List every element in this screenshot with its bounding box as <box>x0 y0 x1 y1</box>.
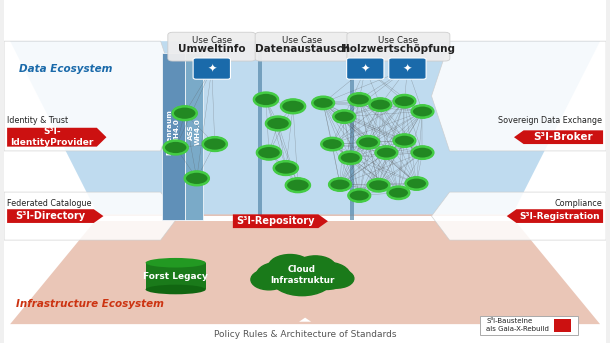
Circle shape <box>393 134 415 147</box>
Circle shape <box>266 117 290 130</box>
Circle shape <box>295 256 336 279</box>
Circle shape <box>348 93 370 106</box>
Circle shape <box>173 106 197 120</box>
Circle shape <box>321 138 343 150</box>
Text: Datenraum
WH4.0: Datenraum WH4.0 <box>167 109 180 155</box>
Circle shape <box>163 141 188 154</box>
Text: Umweltinfo: Umweltinfo <box>178 44 246 54</box>
Circle shape <box>357 136 379 149</box>
Circle shape <box>256 262 302 288</box>
Circle shape <box>251 269 287 290</box>
Text: Data Ecosystem: Data Ecosystem <box>19 63 112 74</box>
Polygon shape <box>7 209 104 223</box>
FancyBboxPatch shape <box>4 0 606 343</box>
Circle shape <box>185 172 209 185</box>
Text: Federated Catalogue: Federated Catalogue <box>7 199 92 208</box>
Circle shape <box>320 269 354 288</box>
Text: Compliance: Compliance <box>554 199 602 208</box>
Circle shape <box>302 262 350 289</box>
Circle shape <box>286 178 310 192</box>
Circle shape <box>257 146 281 159</box>
Text: Forst Legacy: Forst Legacy <box>143 272 208 281</box>
Text: ✦: ✦ <box>207 63 217 74</box>
FancyBboxPatch shape <box>350 48 354 220</box>
FancyBboxPatch shape <box>347 32 450 61</box>
Text: IdentityProvider: IdentityProvider <box>10 138 94 147</box>
Text: S³I-Registration: S³I-Registration <box>520 212 600 221</box>
Circle shape <box>370 98 391 111</box>
Circle shape <box>339 152 361 164</box>
Circle shape <box>271 260 334 296</box>
Circle shape <box>329 178 351 191</box>
Circle shape <box>412 146 433 159</box>
Text: Datenaustausch: Datenaustausch <box>254 44 350 54</box>
Polygon shape <box>4 41 179 151</box>
Text: Identity & Trust: Identity & Trust <box>7 116 68 125</box>
Circle shape <box>268 255 312 279</box>
FancyBboxPatch shape <box>480 316 578 335</box>
Text: ✦: ✦ <box>403 63 412 74</box>
Text: Use Case: Use Case <box>192 36 232 45</box>
Text: S³I-Repository: S³I-Repository <box>236 216 315 226</box>
Circle shape <box>281 99 305 113</box>
Polygon shape <box>7 128 106 147</box>
Circle shape <box>203 137 227 151</box>
Text: S³I-Bausteine
als Gaia-X-Rebuild: S³I-Bausteine als Gaia-X-Rebuild <box>486 318 549 332</box>
Text: Holzwertschöpfung: Holzwertschöpfung <box>342 44 456 54</box>
FancyBboxPatch shape <box>346 58 384 79</box>
Polygon shape <box>233 214 328 228</box>
Text: Sovereign Data Exchange: Sovereign Data Exchange <box>498 116 602 125</box>
Polygon shape <box>514 130 603 144</box>
FancyBboxPatch shape <box>554 319 570 332</box>
FancyBboxPatch shape <box>10 216 600 221</box>
Polygon shape <box>507 209 603 223</box>
Ellipse shape <box>146 258 206 268</box>
Circle shape <box>334 110 355 123</box>
Polygon shape <box>299 318 311 322</box>
FancyBboxPatch shape <box>185 53 203 220</box>
Circle shape <box>387 187 409 199</box>
FancyBboxPatch shape <box>258 48 262 220</box>
Text: Infrastructure Ecosystem: Infrastructure Ecosystem <box>16 298 164 309</box>
Text: S³I-Directory: S³I-Directory <box>15 211 85 221</box>
Text: ✦: ✦ <box>361 63 370 74</box>
FancyBboxPatch shape <box>255 32 349 61</box>
Polygon shape <box>431 41 606 151</box>
Polygon shape <box>431 192 606 240</box>
Circle shape <box>312 97 334 109</box>
Circle shape <box>368 179 389 191</box>
Text: ASS
WH4.0: ASS WH4.0 <box>188 119 201 145</box>
Circle shape <box>376 146 397 159</box>
Circle shape <box>348 189 370 202</box>
Text: S³I-Broker: S³I-Broker <box>534 132 593 142</box>
FancyBboxPatch shape <box>168 32 256 61</box>
Text: Use Case: Use Case <box>282 36 322 45</box>
FancyBboxPatch shape <box>389 58 426 79</box>
Text: Policy Rules & Architecture of Standards: Policy Rules & Architecture of Standards <box>214 330 396 339</box>
Polygon shape <box>4 192 179 240</box>
Circle shape <box>274 161 298 175</box>
FancyBboxPatch shape <box>162 53 185 220</box>
FancyBboxPatch shape <box>146 263 206 289</box>
Ellipse shape <box>146 285 206 294</box>
Text: S³I-: S³I- <box>43 127 61 137</box>
Circle shape <box>393 95 415 107</box>
Circle shape <box>254 93 278 106</box>
FancyBboxPatch shape <box>193 58 231 79</box>
Text: Cloud
Infrastruktur: Cloud Infrastruktur <box>270 265 334 285</box>
Circle shape <box>412 105 433 118</box>
Polygon shape <box>10 214 600 324</box>
Polygon shape <box>10 41 600 220</box>
Text: Use Case: Use Case <box>378 36 418 45</box>
Circle shape <box>406 177 427 190</box>
